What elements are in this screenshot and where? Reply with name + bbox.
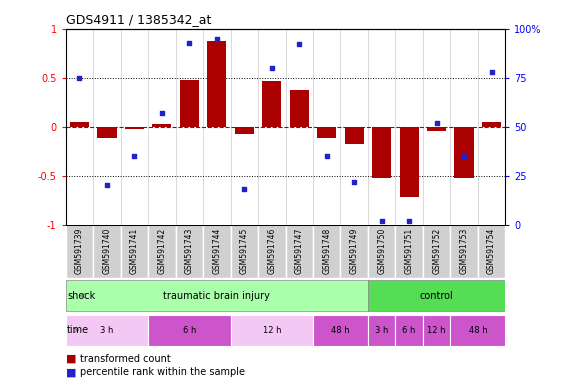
Bar (176, 225, 203, 278)
Text: 3 h: 3 h (100, 326, 114, 335)
Bar (395, 315, 423, 346)
Bar (395, 225, 423, 278)
Bar (120, 225, 148, 278)
Bar (455, 127, 474, 178)
Bar (286, 225, 313, 278)
Text: 48 h: 48 h (331, 326, 350, 335)
Point (349, 179, 359, 185)
Bar (289, 89, 309, 127)
Text: 6 h: 6 h (183, 326, 196, 335)
Bar (258, 225, 286, 278)
Point (322, 153, 331, 159)
Text: ■: ■ (66, 354, 80, 364)
Point (432, 120, 441, 126)
Bar (368, 225, 395, 278)
Text: 6 h: 6 h (403, 326, 416, 335)
Bar (313, 315, 368, 346)
Bar (66, 280, 368, 311)
Text: ■: ■ (66, 367, 80, 377)
Text: percentile rank within the sample: percentile rank within the sample (80, 367, 245, 377)
Bar (70, 122, 89, 127)
Text: GSM591741: GSM591741 (130, 227, 139, 273)
Text: GSM591753: GSM591753 (460, 227, 469, 274)
Bar (451, 315, 505, 346)
Point (460, 153, 469, 159)
Text: GSM591746: GSM591746 (267, 227, 276, 274)
Text: transformed count: transformed count (80, 354, 171, 364)
Text: GSM591754: GSM591754 (487, 227, 496, 274)
Bar (368, 315, 395, 346)
Text: 3 h: 3 h (375, 326, 388, 335)
Bar (235, 127, 254, 134)
Bar (148, 315, 231, 346)
Text: GSM591739: GSM591739 (75, 227, 84, 274)
Bar (152, 124, 171, 127)
Bar (180, 80, 199, 127)
Text: GSM591747: GSM591747 (295, 227, 304, 274)
Bar (423, 225, 451, 278)
Text: control: control (420, 291, 453, 301)
Bar (93, 225, 120, 278)
Point (487, 69, 496, 75)
Bar (124, 127, 144, 129)
Point (267, 65, 276, 71)
Text: 12 h: 12 h (263, 326, 281, 335)
Bar (148, 225, 176, 278)
Bar (317, 127, 336, 139)
Point (295, 41, 304, 48)
Text: GSM591752: GSM591752 (432, 227, 441, 273)
Text: GSM591744: GSM591744 (212, 227, 222, 274)
Text: shock: shock (67, 291, 95, 301)
Text: GDS4911 / 1385342_at: GDS4911 / 1385342_at (66, 13, 211, 26)
Bar (368, 280, 505, 311)
Bar (97, 127, 116, 139)
Bar (423, 315, 451, 346)
Text: 12 h: 12 h (427, 326, 446, 335)
Text: GSM591748: GSM591748 (322, 227, 331, 273)
Text: time: time (67, 325, 89, 335)
Text: GSM591745: GSM591745 (240, 227, 249, 274)
Bar (66, 315, 148, 346)
Bar (313, 225, 340, 278)
Bar (340, 225, 368, 278)
Point (75, 74, 84, 81)
Bar (66, 225, 93, 278)
Point (212, 36, 222, 42)
Bar (482, 122, 501, 127)
Text: GSM591740: GSM591740 (102, 227, 111, 274)
Bar (203, 225, 231, 278)
Text: GSM591749: GSM591749 (349, 227, 359, 274)
Point (405, 218, 414, 224)
Point (130, 153, 139, 159)
Text: traumatic brain injury: traumatic brain injury (163, 291, 270, 301)
Bar (262, 81, 282, 127)
Bar (427, 127, 447, 131)
Point (240, 186, 249, 192)
Point (157, 110, 166, 116)
Bar (451, 225, 478, 278)
Point (102, 182, 111, 189)
Bar (478, 225, 505, 278)
Point (377, 218, 386, 224)
Text: GSM591742: GSM591742 (158, 227, 166, 273)
Bar (231, 315, 313, 346)
Bar (400, 127, 419, 197)
Bar (344, 127, 364, 144)
Bar (231, 225, 258, 278)
Text: GSM591743: GSM591743 (185, 227, 194, 274)
Point (185, 40, 194, 46)
Text: GSM591750: GSM591750 (377, 227, 386, 274)
Text: 48 h: 48 h (469, 326, 487, 335)
Text: GSM591751: GSM591751 (405, 227, 413, 273)
Bar (207, 41, 227, 127)
Bar (372, 127, 391, 178)
